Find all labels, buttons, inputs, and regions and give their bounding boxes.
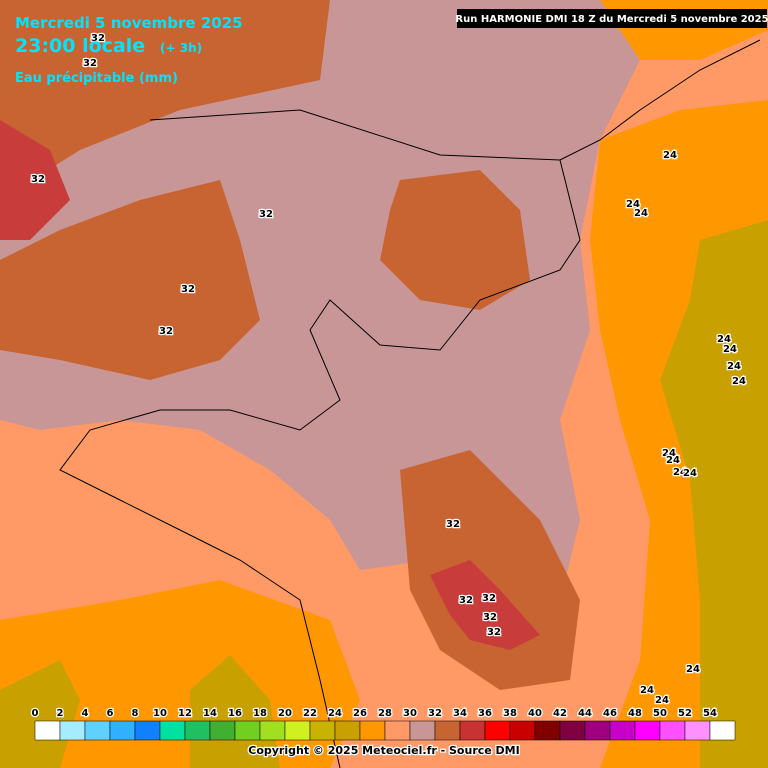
brown-region (0, 180, 260, 380)
legend-swatch (484, 720, 511, 741)
legend-value: 42 (553, 708, 567, 719)
legend-value: 40 (528, 708, 542, 719)
contour-label: 32 (483, 612, 497, 623)
legend-swatch (534, 720, 561, 741)
legend-swatch (459, 720, 486, 741)
legend-swatch (309, 720, 336, 741)
legend-value: 44 (578, 708, 592, 719)
olive-region (0, 660, 80, 768)
legend-value: 48 (628, 708, 642, 719)
legend-value: 2 (57, 708, 64, 719)
legend-swatch (434, 720, 461, 741)
contour-label: 24 (626, 199, 640, 210)
copyright: Copyright © 2025 Meteociel.fr - Source D… (248, 744, 519, 757)
legend-value: 28 (378, 708, 392, 719)
contour-label: 24 (634, 208, 648, 219)
legend-value: 26 (353, 708, 367, 719)
contour-label: 24 (717, 334, 731, 345)
date-label: Mercredi 5 novembre 2025 (15, 14, 243, 32)
legend-value: 8 (132, 708, 139, 719)
contour-label: 32 (259, 209, 273, 220)
contour-label: 32 (31, 174, 45, 185)
legend-swatch (659, 720, 686, 741)
legend-value: 6 (107, 708, 114, 719)
legend-swatch (559, 720, 586, 741)
legend-swatch (234, 720, 261, 741)
legend-value: 46 (603, 708, 617, 719)
contour-label: 32 (487, 627, 501, 638)
legend-swatch (609, 720, 636, 741)
contour-label: 24 (663, 150, 677, 161)
legend-swatch (384, 720, 411, 741)
legend-value: 10 (153, 708, 167, 719)
legend-value: 36 (478, 708, 492, 719)
offset-label: (+ 3h) (160, 41, 202, 55)
contour-label: 32 (181, 284, 195, 295)
contour-label: 32 (459, 595, 473, 606)
red-region (430, 560, 540, 650)
legend-value: 34 (453, 708, 467, 719)
legend-swatch (359, 720, 386, 741)
contour-label: 24 (723, 344, 737, 355)
contour-label: 24 (683, 468, 697, 479)
legend-value: 20 (278, 708, 292, 719)
legend-swatch (84, 720, 111, 741)
contour-label: 24 (662, 448, 676, 459)
legend-swatch (159, 720, 186, 741)
legend-value: 32 (428, 708, 442, 719)
legend-value: 4 (82, 708, 89, 719)
contour-label: 32 (83, 58, 97, 69)
contour-label: 24 (673, 467, 687, 478)
brown-region (380, 170, 530, 310)
time-label: 23:00 locale (15, 35, 145, 57)
contour-label: 24 (666, 455, 680, 466)
legend-value: 22 (303, 708, 317, 719)
run-info: Run HARMONIE DMI 18 Z du Mercredi 5 nove… (455, 14, 768, 25)
legend-value: 12 (178, 708, 192, 719)
legend-swatch (109, 720, 136, 741)
contour-label: 24 (640, 685, 654, 696)
coastline (59, 39, 761, 768)
legend-swatch (59, 720, 86, 741)
legend-value: 30 (403, 708, 417, 719)
legend-swatch (409, 720, 436, 741)
contour-label: 32 (446, 519, 460, 530)
red-region (0, 120, 70, 240)
legend-value: 16 (228, 708, 242, 719)
contour-label: 32 (482, 593, 496, 604)
legend-value: 52 (678, 708, 692, 719)
contour-label: 24 (655, 695, 669, 706)
legend-value: 54 (703, 708, 717, 719)
contour-label: 24 (727, 361, 741, 372)
run-banner (457, 9, 767, 28)
legend-swatch (134, 720, 161, 741)
olive-region (660, 220, 768, 768)
legend-swatch (684, 720, 711, 741)
legend-value: 0 (32, 708, 39, 719)
legend-swatch (709, 720, 736, 741)
legend-value: 50 (653, 708, 667, 719)
legend-swatch (634, 720, 661, 741)
contour-label: 24 (732, 376, 746, 387)
contour-label: 32 (159, 326, 173, 337)
legend-value: 38 (503, 708, 517, 719)
parameter-label: Eau précipitable (mm) (15, 71, 178, 86)
legend-value: 24 (328, 708, 342, 719)
legend-swatch (334, 720, 361, 741)
legend-value: 14 (203, 708, 217, 719)
legend-swatch (209, 720, 236, 741)
brown-region (0, 0, 330, 200)
legend-swatch (184, 720, 211, 741)
contour-label: 24 (686, 664, 700, 675)
legend-value: 18 (253, 708, 267, 719)
legend-swatch (584, 720, 611, 741)
legend-swatch (34, 720, 61, 741)
legend-swatch (259, 720, 286, 741)
legend-swatch (509, 720, 536, 741)
legend-swatch (284, 720, 311, 741)
contour-label: 32 (91, 33, 105, 44)
